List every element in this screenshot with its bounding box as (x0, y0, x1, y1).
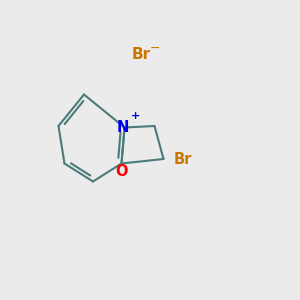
Text: N: N (117, 120, 129, 135)
Text: O: O (115, 164, 128, 179)
Text: +: + (131, 111, 140, 121)
Text: Br: Br (174, 152, 192, 166)
Text: −: − (149, 42, 160, 55)
Text: Br: Br (132, 46, 151, 62)
